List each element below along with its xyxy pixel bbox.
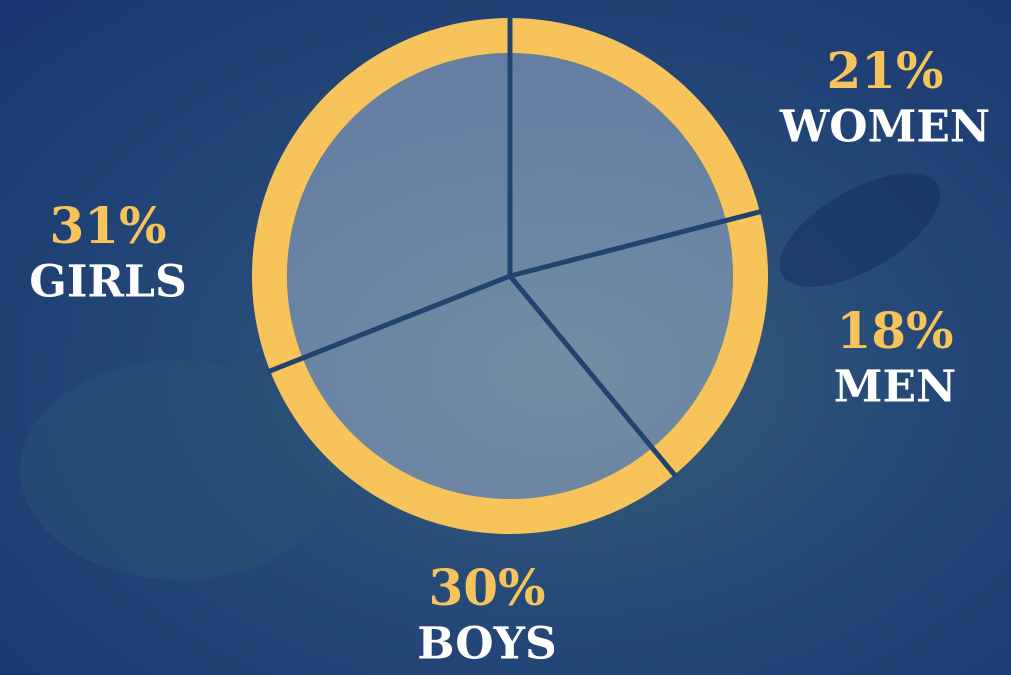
chart: 21%WOMEN 18%MEN 30%BOYS 31%GIRLS xyxy=(0,0,1011,675)
category-label: WOMEN xyxy=(779,102,990,153)
value-label: 18% xyxy=(836,301,953,360)
page: 21%WOMEN18%MEN30%BOYS31%GIRLS (() => { c… xyxy=(0,0,1011,675)
category-label: GIRLS xyxy=(29,257,186,308)
value-label: 31% xyxy=(49,196,166,255)
category-label: MEN xyxy=(834,362,956,413)
value-label: 21% xyxy=(826,41,943,100)
category-label: BOYS xyxy=(417,619,557,670)
value-label: 30% xyxy=(428,558,545,617)
donut xyxy=(252,16,768,534)
